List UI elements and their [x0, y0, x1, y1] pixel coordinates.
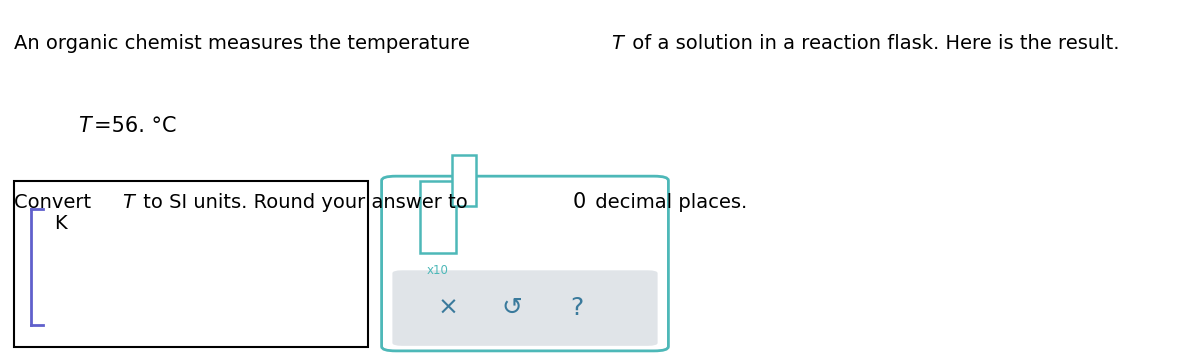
Text: ×: ×: [437, 296, 458, 320]
Bar: [14, 180, 368, 347]
Text: of a solution in a reaction flask. Here is the result.: of a solution in a reaction flask. Here …: [626, 34, 1120, 53]
Text: ↺: ↺: [502, 296, 523, 320]
FancyBboxPatch shape: [392, 270, 658, 346]
Text: ?: ?: [570, 296, 583, 320]
Text: K: K: [54, 214, 67, 233]
Text: =56. °C: =56. °C: [95, 116, 176, 136]
Text: T: T: [122, 193, 134, 212]
Text: decimal places.: decimal places.: [589, 193, 748, 212]
Bar: [452, 155, 476, 206]
FancyBboxPatch shape: [382, 176, 668, 351]
Text: T: T: [78, 116, 91, 136]
Bar: [420, 180, 456, 253]
Text: 0: 0: [572, 192, 586, 212]
Text: T: T: [611, 34, 623, 53]
Text: Convert: Convert: [14, 193, 97, 212]
Text: to SI units. Round your answer to: to SI units. Round your answer to: [137, 193, 474, 212]
Text: x10: x10: [427, 264, 449, 277]
Text: An organic chemist measures the temperature: An organic chemist measures the temperat…: [14, 34, 476, 53]
